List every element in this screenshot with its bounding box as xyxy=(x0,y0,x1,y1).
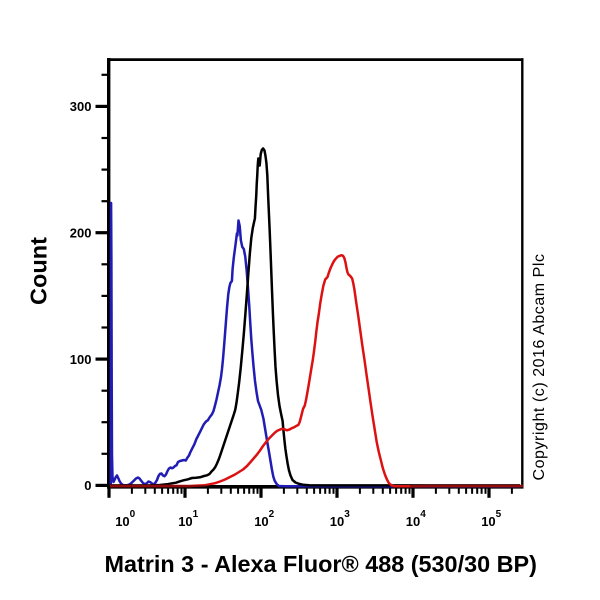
svg-text:300: 300 xyxy=(70,99,92,114)
svg-text:Copyright (c) 2016 Abcam Plc: Copyright (c) 2016 Abcam Plc xyxy=(531,253,548,480)
svg-text:200: 200 xyxy=(70,226,92,241)
svg-text:0: 0 xyxy=(84,478,91,493)
svg-text:Matrin 3 - Alexa Fluor® 488 (5: Matrin 3 - Alexa Fluor® 488 (530/30 BP) xyxy=(105,551,537,577)
svg-text:100: 100 xyxy=(70,352,92,367)
svg-text:Count: Count xyxy=(26,237,52,305)
